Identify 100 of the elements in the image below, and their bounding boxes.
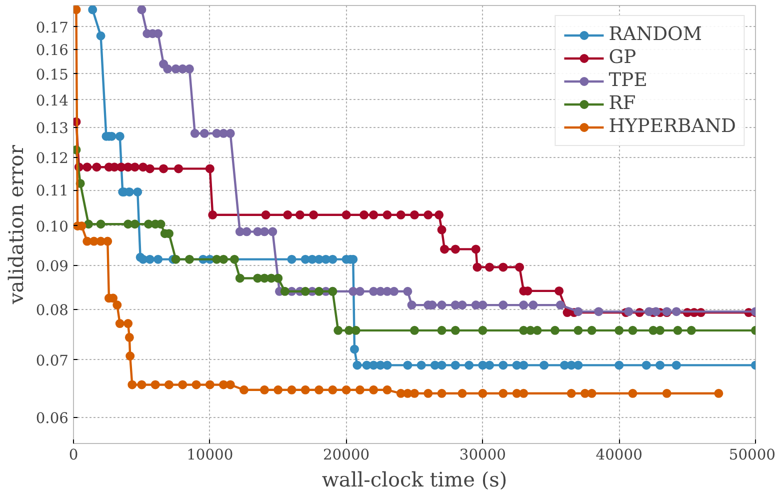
point [314,385,324,394]
point [115,319,124,328]
point [208,210,218,220]
point [519,360,528,370]
point [382,360,392,370]
point [424,210,433,220]
point [450,326,460,335]
point [351,326,360,335]
point [407,300,416,310]
point [126,352,135,361]
point [528,300,538,310]
point [190,128,200,138]
point [519,300,528,310]
point [295,210,304,220]
point [498,300,508,310]
point [115,132,124,141]
point [498,360,508,370]
point [355,385,364,394]
point [352,360,362,370]
point [574,360,583,370]
point [334,326,343,335]
point [594,307,604,316]
point [88,6,98,14]
point [434,210,444,220]
point [342,385,351,394]
point [410,388,419,398]
point [171,254,180,264]
point [230,254,239,264]
point [283,210,292,220]
point [369,385,378,394]
point [390,286,399,296]
point [192,380,201,390]
point [96,220,106,229]
point [382,210,392,220]
y-tick-label: 0.08 [36,302,69,320]
y-tick-label: 0.06 [36,410,69,428]
point [403,360,412,370]
y-tick-label: 0.14 [36,92,69,110]
point [416,360,426,370]
point [274,385,283,394]
point [450,360,460,370]
point [124,332,134,342]
point [112,300,122,310]
point [350,344,359,354]
point [478,326,488,335]
point [382,385,392,394]
y-tick-label: 0.15 [36,66,69,84]
point [437,388,446,398]
point [498,388,508,398]
point [437,225,446,234]
x-tick-label: 10000 [186,446,234,464]
point [614,326,624,335]
point [137,380,146,390]
x-tick-label: 30000 [459,446,506,464]
point [458,388,467,398]
point [82,162,92,172]
x-tick-label: 0 [68,446,78,464]
point [145,164,154,174]
y-axis-title: validation error [4,144,28,306]
legend-label: GP [608,47,636,68]
point [628,326,638,335]
point [437,326,446,335]
point [642,360,651,370]
point [566,388,576,398]
point [440,244,450,254]
point [437,300,446,310]
x-tick-label: 40000 [596,446,642,464]
point [515,262,524,272]
point [287,254,296,264]
point [556,300,565,310]
point [124,319,133,328]
legend-label: TPE [608,70,648,91]
point [458,300,467,310]
point [532,326,542,335]
point [328,254,338,264]
point [673,326,682,335]
point [128,380,137,390]
point [154,254,163,264]
y-tick-label: 0.07 [36,352,69,370]
point [624,307,634,316]
point [268,227,278,236]
point [133,187,142,196]
point [369,210,378,220]
point [550,326,560,335]
point [309,210,318,220]
point [628,388,638,398]
point [159,164,168,174]
point [178,380,188,390]
point [472,262,482,272]
legend-label: HYPERBAND [608,116,736,137]
point [242,227,252,236]
legend-label: RF [608,93,636,114]
point [261,210,270,220]
point [587,326,596,335]
point [328,385,338,394]
point [403,286,412,296]
point [437,360,446,370]
point [300,286,310,296]
x-tick-label: 50000 [728,446,775,464]
y-tick-label: 0.13 [36,120,69,138]
